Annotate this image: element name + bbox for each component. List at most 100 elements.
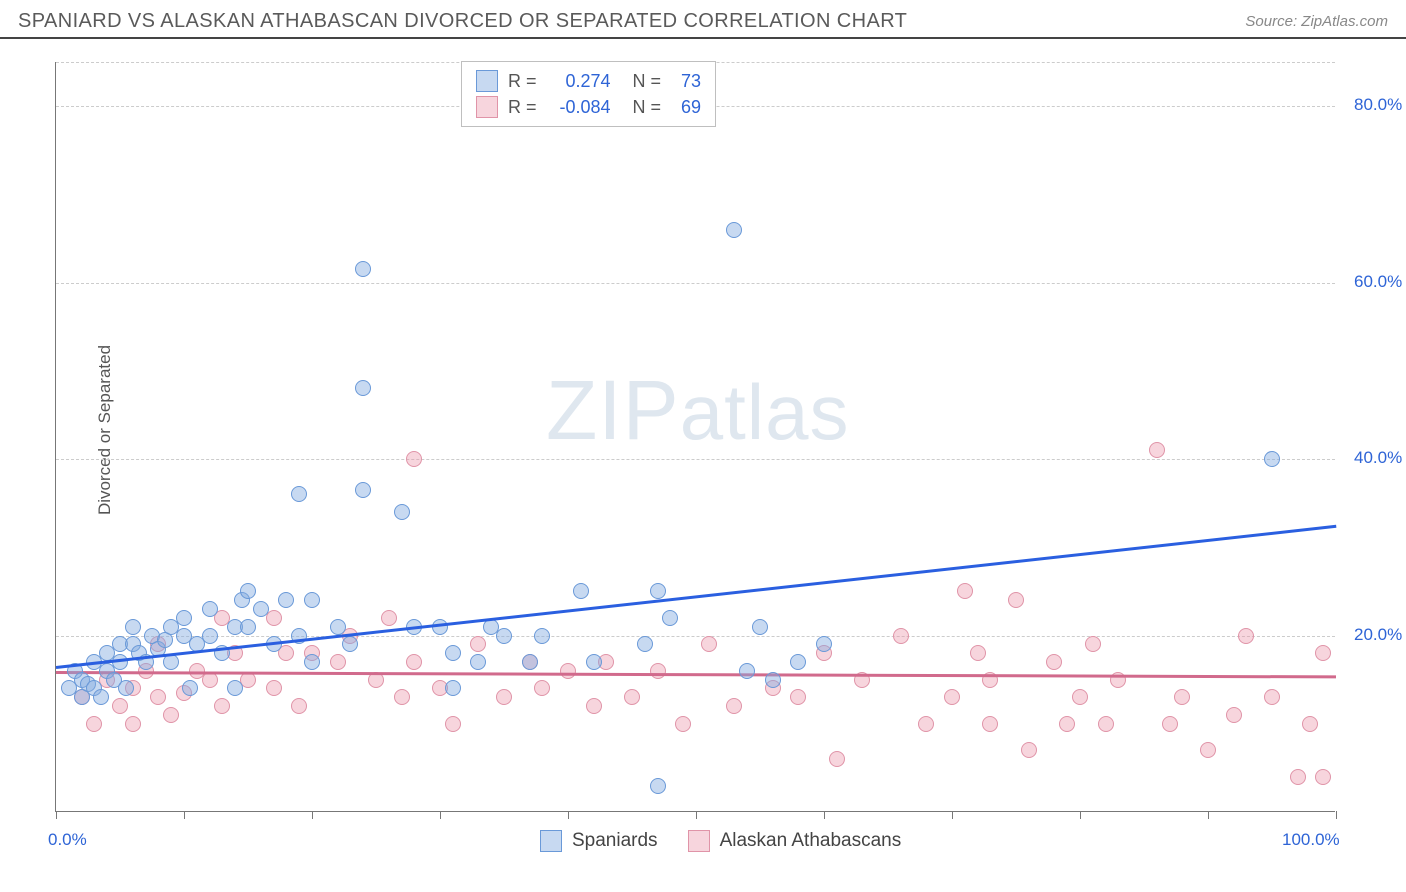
data-point bbox=[650, 583, 666, 599]
data-point bbox=[893, 628, 909, 644]
data-point bbox=[304, 592, 320, 608]
n-value: 73 bbox=[671, 71, 701, 92]
x-tick bbox=[568, 811, 569, 819]
data-point bbox=[112, 698, 128, 714]
y-gridline bbox=[56, 283, 1335, 284]
stats-row-spaniards: R =0.274N =73 bbox=[476, 68, 701, 94]
data-point bbox=[726, 222, 742, 238]
y-tick-label: 60.0% bbox=[1354, 272, 1402, 292]
data-point bbox=[1302, 716, 1318, 732]
data-point bbox=[202, 628, 218, 644]
x-tick-label: 0.0% bbox=[48, 830, 87, 850]
data-point bbox=[765, 672, 781, 688]
data-point bbox=[829, 751, 845, 767]
data-point bbox=[1098, 716, 1114, 732]
scatter-plot: ZIPatlas R =0.274N =73R =-0.084N =69 20.… bbox=[55, 62, 1335, 812]
swatch-spaniards bbox=[476, 70, 498, 92]
data-point bbox=[918, 716, 934, 732]
data-point bbox=[470, 636, 486, 652]
source-name: ZipAtlas.com bbox=[1301, 13, 1388, 30]
data-point bbox=[445, 680, 461, 696]
legend-label-spaniards: Spaniards bbox=[572, 830, 658, 852]
data-point bbox=[227, 680, 243, 696]
r-value: 0.274 bbox=[547, 71, 611, 92]
x-tick bbox=[824, 811, 825, 819]
data-point bbox=[125, 716, 141, 732]
data-point bbox=[1008, 592, 1024, 608]
data-point bbox=[240, 583, 256, 599]
data-point bbox=[1021, 742, 1037, 758]
data-point bbox=[701, 636, 717, 652]
source-label: Source: bbox=[1245, 13, 1297, 30]
data-point bbox=[266, 680, 282, 696]
data-point bbox=[1085, 636, 1101, 652]
stats-row-athabascans: R =-0.084N =69 bbox=[476, 94, 701, 120]
chart-title: SPANIARD VS ALASKAN ATHABASCAN DIVORCED … bbox=[18, 10, 907, 33]
data-point bbox=[650, 778, 666, 794]
data-point bbox=[982, 716, 998, 732]
data-point bbox=[726, 698, 742, 714]
data-point bbox=[470, 654, 486, 670]
data-point bbox=[1059, 716, 1075, 732]
data-point bbox=[957, 583, 973, 599]
swatch-athabascans bbox=[476, 96, 498, 118]
data-point bbox=[1315, 769, 1331, 785]
data-point bbox=[573, 583, 589, 599]
correlation-stats-box: R =0.274N =73R =-0.084N =69 bbox=[461, 61, 716, 127]
data-point bbox=[752, 619, 768, 635]
header-bar: SPANIARD VS ALASKAN ATHABASCAN DIVORCED … bbox=[0, 0, 1406, 39]
data-point bbox=[1264, 689, 1280, 705]
y-tick-label: 20.0% bbox=[1354, 625, 1402, 645]
data-point bbox=[445, 716, 461, 732]
data-point bbox=[586, 698, 602, 714]
r-value: -0.084 bbox=[547, 97, 611, 118]
x-tick bbox=[56, 811, 57, 819]
watermark-atlas: atlas bbox=[680, 368, 850, 456]
data-point bbox=[534, 628, 550, 644]
series-legend: Spaniards Alaskan Athabascans bbox=[540, 830, 901, 852]
data-point bbox=[182, 680, 198, 696]
data-point bbox=[125, 619, 141, 635]
x-tick bbox=[952, 811, 953, 819]
data-point bbox=[624, 689, 640, 705]
x-tick bbox=[696, 811, 697, 819]
data-point bbox=[342, 636, 358, 652]
data-point bbox=[355, 380, 371, 396]
data-point bbox=[394, 504, 410, 520]
data-point bbox=[253, 601, 269, 617]
data-point bbox=[1200, 742, 1216, 758]
data-point bbox=[560, 663, 576, 679]
data-point bbox=[202, 601, 218, 617]
data-point bbox=[240, 619, 256, 635]
data-point bbox=[86, 716, 102, 732]
data-point bbox=[496, 628, 512, 644]
data-point bbox=[1315, 645, 1331, 661]
swatch-spaniards bbox=[540, 830, 562, 852]
x-tick bbox=[312, 811, 313, 819]
data-point bbox=[970, 645, 986, 661]
data-point bbox=[662, 610, 678, 626]
n-value: 69 bbox=[671, 97, 701, 118]
data-point bbox=[304, 654, 320, 670]
data-point bbox=[394, 689, 410, 705]
data-point bbox=[637, 636, 653, 652]
data-point bbox=[675, 716, 691, 732]
source-attribution: Source: ZipAtlas.com bbox=[1245, 13, 1388, 30]
data-point bbox=[150, 689, 166, 705]
y-tick-label: 80.0% bbox=[1354, 95, 1402, 115]
data-point bbox=[406, 654, 422, 670]
data-point bbox=[496, 689, 512, 705]
data-point bbox=[291, 486, 307, 502]
data-point bbox=[291, 698, 307, 714]
data-point bbox=[1162, 716, 1178, 732]
x-tick bbox=[1080, 811, 1081, 819]
data-point bbox=[650, 663, 666, 679]
r-label: R = bbox=[508, 97, 537, 118]
data-point bbox=[1238, 628, 1254, 644]
data-point bbox=[790, 654, 806, 670]
x-tick bbox=[1336, 811, 1337, 819]
data-point bbox=[330, 654, 346, 670]
data-point bbox=[381, 610, 397, 626]
n-label: N = bbox=[633, 71, 662, 92]
data-point bbox=[1174, 689, 1190, 705]
